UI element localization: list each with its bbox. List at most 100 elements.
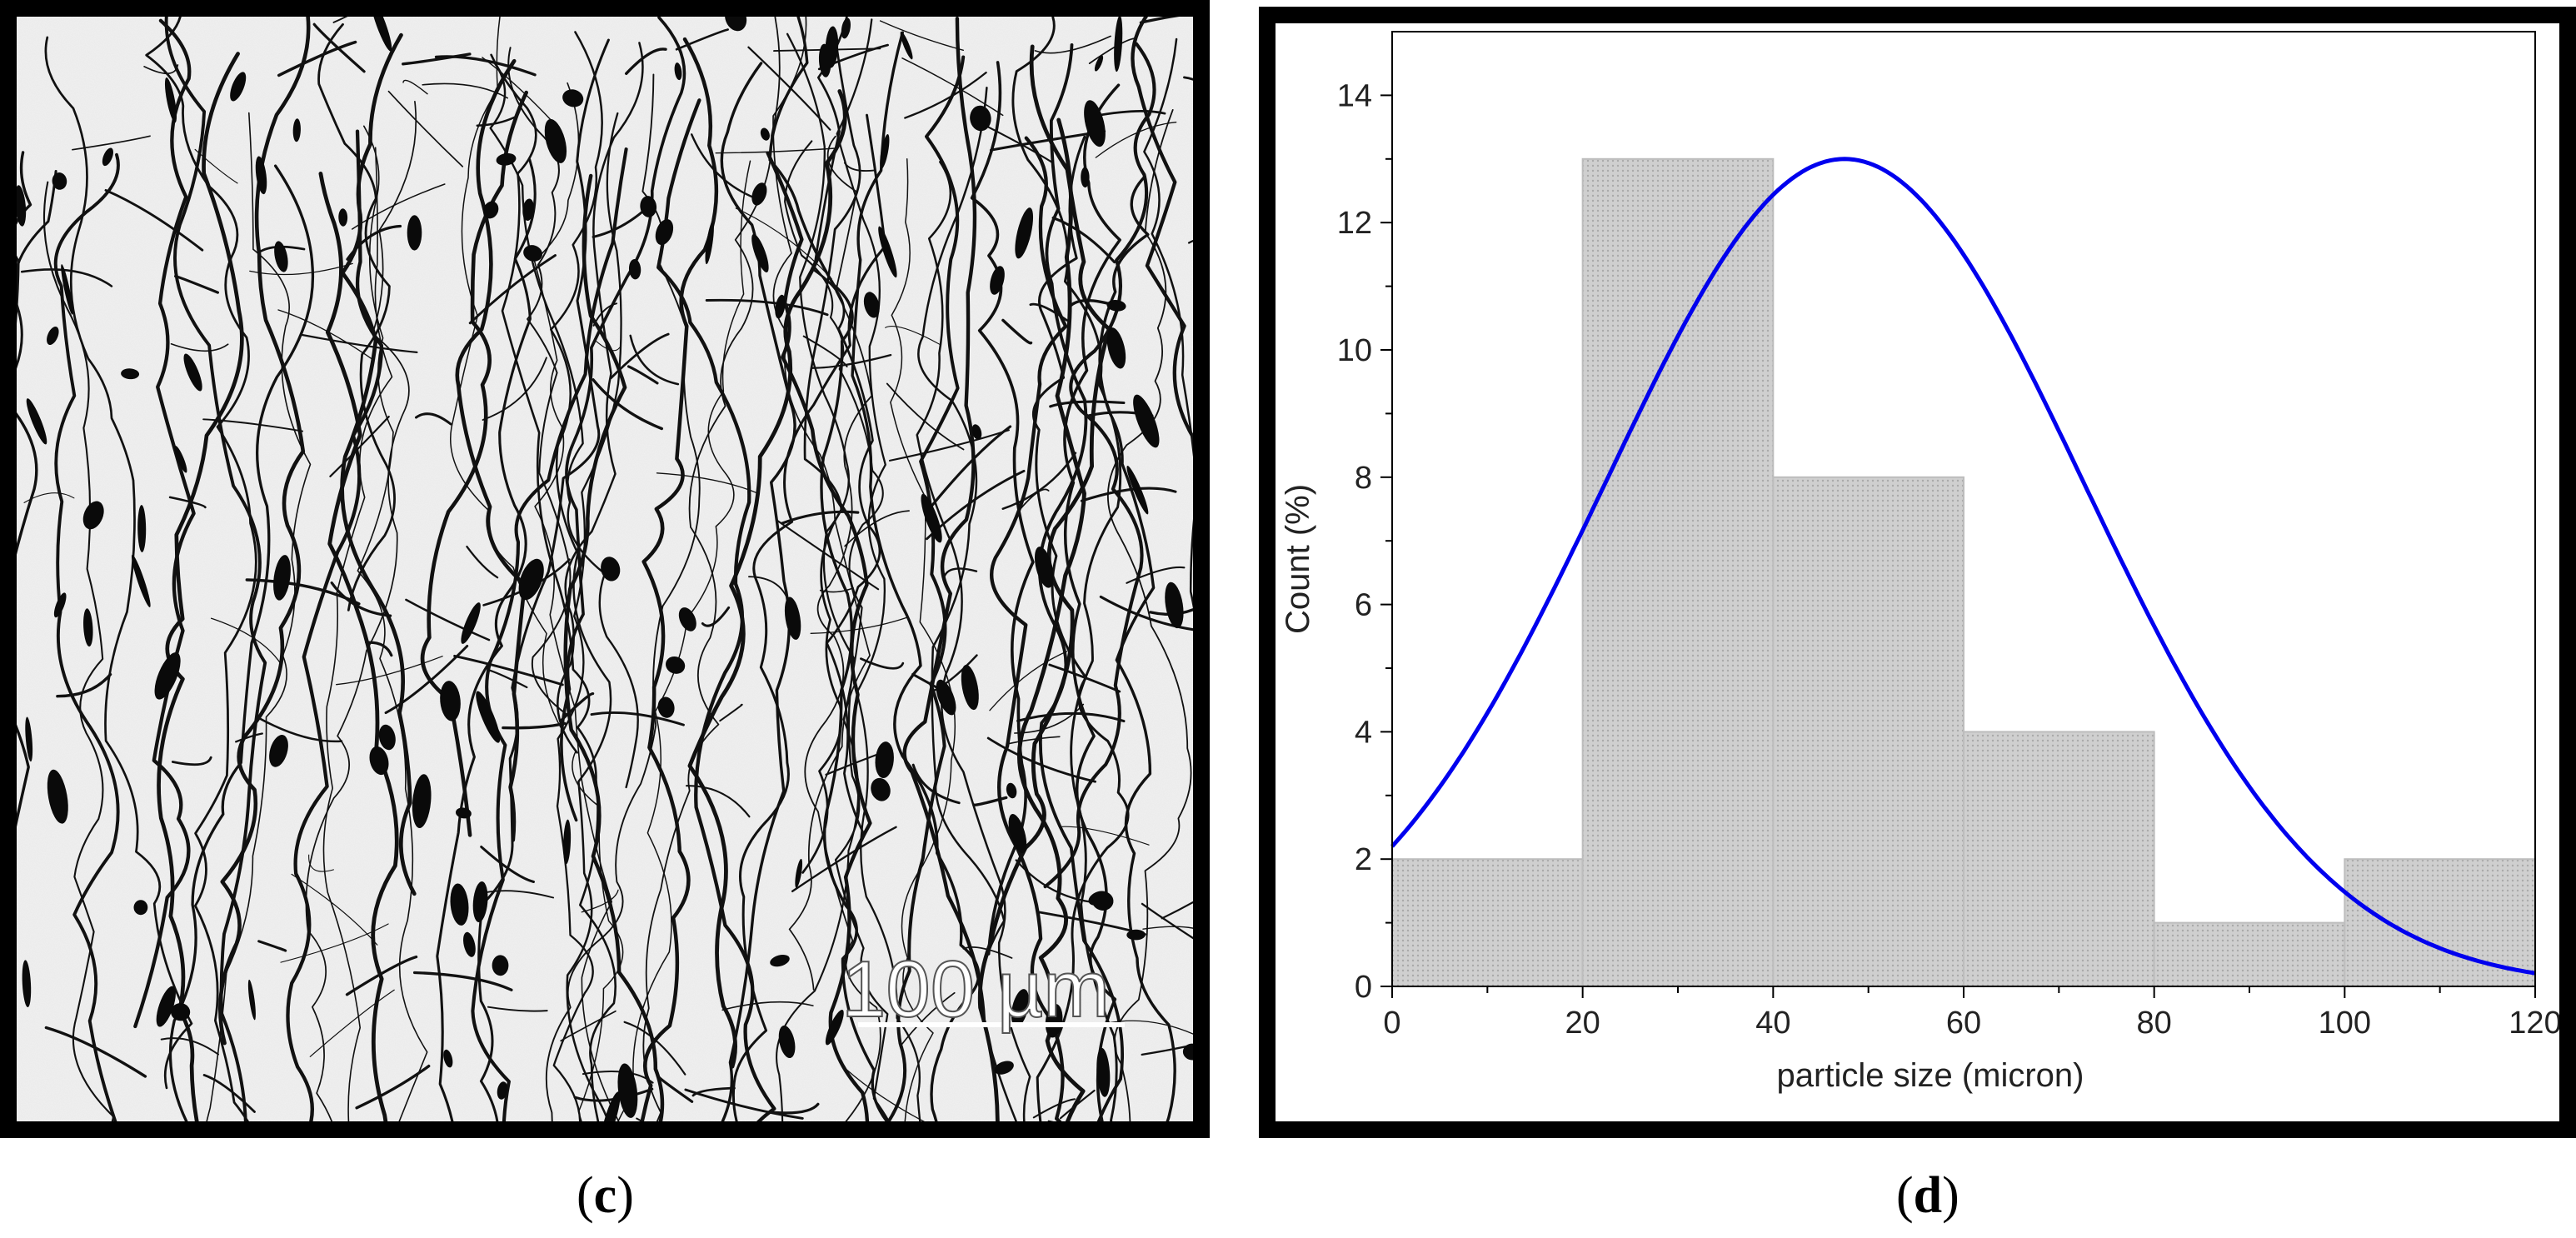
cell-wall bbox=[72, 135, 151, 151]
cell-wall bbox=[687, 89, 847, 1069]
cell-wall bbox=[917, 86, 1017, 1121]
cell-wall bbox=[886, 55, 966, 1121]
dark-deposit bbox=[1006, 782, 1017, 799]
dark-deposit bbox=[137, 505, 147, 552]
dark-deposit bbox=[784, 597, 801, 640]
cell-wall bbox=[691, 133, 761, 202]
cell-wall bbox=[405, 598, 491, 641]
dark-deposit bbox=[878, 226, 897, 278]
y-tick-label: 2 bbox=[1355, 842, 1372, 877]
cell-wall bbox=[480, 846, 535, 883]
cell-wall bbox=[691, 1086, 736, 1097]
cell-wall bbox=[450, 17, 624, 1121]
dark-deposit bbox=[725, 17, 747, 32]
dark-deposit bbox=[760, 127, 770, 141]
cell-wall bbox=[412, 971, 513, 991]
dark-deposit bbox=[121, 368, 140, 380]
cell-wall bbox=[629, 334, 680, 386]
cell-wall bbox=[1183, 76, 1193, 81]
cell-wall bbox=[623, 1021, 686, 1076]
cell-wall bbox=[810, 617, 908, 634]
cell-wall bbox=[715, 147, 836, 154]
cell-wall bbox=[1161, 901, 1193, 920]
y-tick-label: 8 bbox=[1355, 461, 1372, 496]
cell-wall bbox=[168, 496, 207, 509]
cell-wall bbox=[812, 17, 881, 836]
cell-wall bbox=[329, 416, 390, 477]
cell-wall bbox=[581, 889, 619, 913]
cell-wall bbox=[145, 17, 257, 1121]
dark-deposit bbox=[483, 201, 499, 219]
cell-wall bbox=[656, 472, 760, 495]
cell-wall bbox=[701, 606, 731, 627]
cell-wall bbox=[300, 333, 418, 354]
dark-deposit bbox=[655, 219, 674, 246]
dark-deposit bbox=[164, 77, 177, 123]
cell-wall bbox=[330, 582, 392, 617]
cell-wall bbox=[365, 641, 393, 657]
dark-deposit bbox=[369, 746, 389, 776]
cell-wall bbox=[482, 57, 552, 122]
cell-wall bbox=[1099, 595, 1193, 631]
cell-wall bbox=[482, 357, 547, 421]
cell-wall bbox=[1126, 566, 1186, 584]
cell-wall bbox=[332, 17, 348, 23]
cell-wall bbox=[766, 151, 872, 1121]
caption-d: (d) bbox=[1896, 1167, 1959, 1224]
cell-wall bbox=[1106, 109, 1192, 1121]
dark-deposit bbox=[492, 955, 509, 976]
dark-deposit bbox=[412, 774, 432, 828]
cell-wall bbox=[194, 148, 238, 184]
cell-wall bbox=[686, 785, 751, 818]
dark-deposit bbox=[1084, 100, 1106, 147]
cell-wall bbox=[545, 73, 701, 1121]
dark-deposit bbox=[841, 17, 851, 39]
dark-deposit bbox=[563, 819, 572, 865]
cell-wall bbox=[627, 365, 659, 385]
cell-wall bbox=[143, 64, 179, 75]
cell-wall bbox=[890, 158, 956, 1121]
x-axis-label: particle size (micron) bbox=[1777, 1057, 2084, 1094]
dark-deposit bbox=[131, 554, 151, 607]
cell-wall bbox=[44, 1026, 147, 1078]
dark-deposit bbox=[53, 592, 67, 618]
dark-deposit bbox=[1106, 327, 1126, 369]
dark-deposit bbox=[825, 1010, 844, 1046]
histogram-chart: 0 2 4 6 8 10 12 14 0 20 40 60 80 100 120 particle siz… bbox=[1280, 31, 2562, 1094]
dark-deposit bbox=[936, 679, 956, 716]
cell-wall bbox=[776, 519, 880, 591]
cell-wall bbox=[657, 1076, 694, 1103]
cell-wall bbox=[811, 353, 892, 369]
cell-wall bbox=[210, 617, 282, 665]
cell-wall bbox=[1029, 302, 1068, 322]
dark-deposit bbox=[1106, 300, 1126, 312]
dark-deposit bbox=[183, 353, 202, 392]
cell-wall bbox=[170, 343, 229, 352]
cell-wall bbox=[721, 1001, 814, 1011]
dark-deposit bbox=[825, 26, 839, 68]
dark-deposit bbox=[523, 245, 543, 262]
cell-wall bbox=[720, 62, 796, 1121]
normal-fit-curve bbox=[1390, 157, 2536, 976]
cell-wall bbox=[1048, 663, 1121, 693]
dark-deposit bbox=[1034, 547, 1054, 588]
dark-deposit bbox=[657, 696, 675, 718]
dark-deposit bbox=[1081, 167, 1090, 188]
y-tick-label: 6 bbox=[1355, 588, 1372, 623]
dark-deposit bbox=[102, 147, 113, 167]
cell-wall bbox=[1001, 318, 1033, 345]
dark-deposit bbox=[640, 196, 657, 217]
cell-wall bbox=[1018, 488, 1050, 512]
cell-wall bbox=[886, 382, 965, 451]
dark-deposit bbox=[497, 1081, 508, 1100]
dark-deposit bbox=[795, 858, 803, 888]
cell-wall bbox=[42, 181, 115, 1121]
dark-deposit bbox=[601, 557, 621, 582]
dark-deposit bbox=[1133, 394, 1160, 448]
cell-wall bbox=[1051, 216, 1116, 264]
cell-wall bbox=[218, 17, 311, 1046]
x-tick-label: 60 bbox=[1946, 1006, 1981, 1041]
cell-wall bbox=[291, 873, 378, 946]
cell-wall bbox=[791, 826, 897, 892]
y-tick-label: 14 bbox=[1337, 78, 1372, 113]
